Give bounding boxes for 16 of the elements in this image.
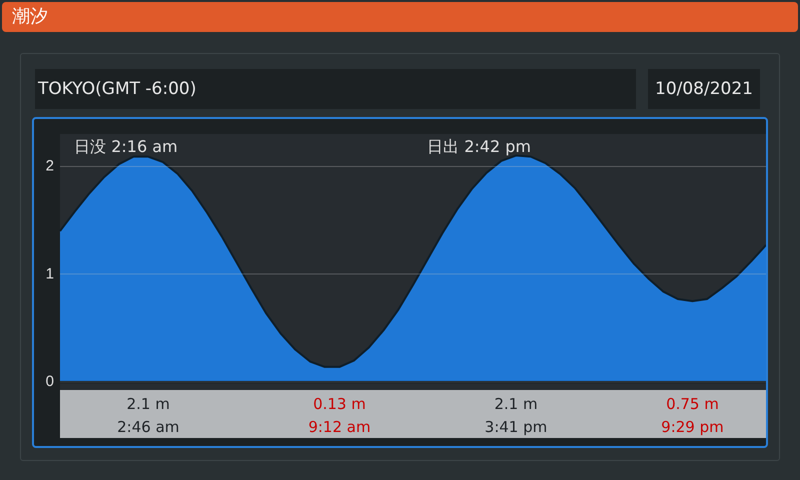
- text: 2.1 m: [126, 394, 170, 413]
- text: 0.13 m: [313, 394, 366, 413]
- text: 2.1 m: [494, 394, 538, 413]
- annotation: 日出 2:42 pm: [427, 137, 531, 156]
- text: 9:29 pm: [661, 418, 724, 436]
- text: 0.75 m: [666, 394, 719, 413]
- text: 2:46 am: [117, 418, 180, 436]
- y-tick-label: 2: [46, 157, 54, 174]
- text: 10/08/2021: [648, 69, 760, 109]
- chart-title: 潮汐: [12, 6, 48, 27]
- y-tick-label: 0: [46, 373, 54, 390]
- y-tick-label: 1: [46, 265, 54, 282]
- annotation: 日没 2:16 am: [74, 137, 178, 156]
- text: 9:12 am: [308, 418, 371, 436]
- chart-subtitle: TOKYO(GMT -6:00): [38, 79, 196, 99]
- text: 3:41 pm: [484, 418, 548, 436]
